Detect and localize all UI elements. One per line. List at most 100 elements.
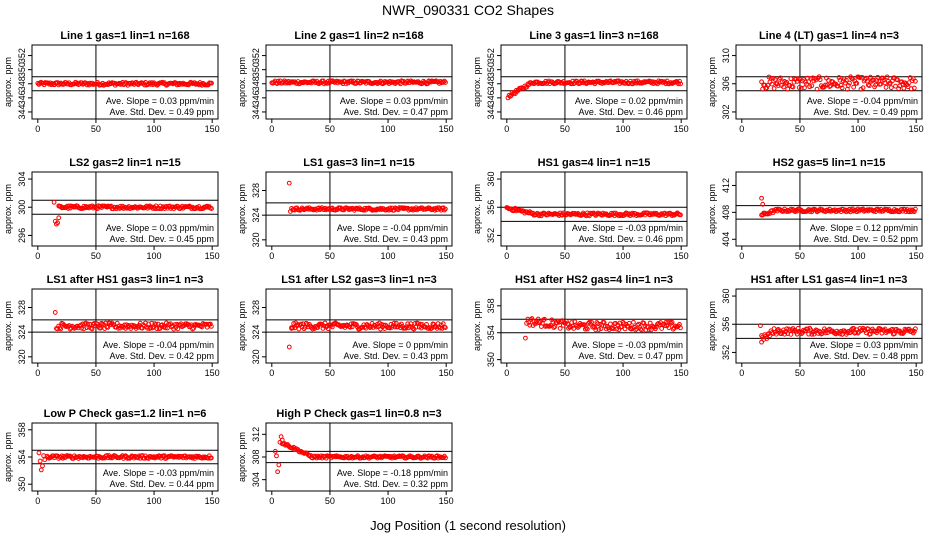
data-point: [593, 327, 599, 333]
data-point: [592, 324, 598, 330]
slope-annotation: Ave. Slope = -0.04 ppm/min: [337, 223, 448, 233]
x-tick-label: 100: [616, 368, 631, 378]
data-point: [542, 316, 547, 322]
data-point: [843, 77, 849, 83]
x-tick-label: 0: [504, 124, 509, 134]
x-tick-label: 100: [616, 124, 631, 134]
data-point: [329, 324, 335, 330]
data-point: [377, 454, 382, 460]
y-tick-label: 408: [721, 205, 731, 220]
data-point: [549, 317, 555, 323]
y-tick-label: 296: [17, 228, 27, 243]
y-tick-label: 356: [486, 200, 496, 215]
data-point: [107, 455, 113, 461]
stddev-annotation: Ave. Std. Dev. = 0.52 ppm: [814, 234, 918, 244]
y-tick-label: 348: [17, 76, 27, 91]
data-point: [315, 325, 321, 330]
y-axis-label: approx. ppm: [472, 301, 482, 351]
y-tick-label: 358: [17, 422, 27, 437]
data-point: [778, 75, 783, 81]
stddev-annotation: Ave. Std. Dev. = 0.43 ppm: [344, 234, 448, 244]
y-tick-label: 356: [721, 317, 731, 332]
data-point: [906, 80, 912, 86]
x-tick-label: 50: [91, 368, 101, 378]
data-point: [911, 209, 917, 215]
data-point: [300, 321, 306, 327]
data-point: [860, 85, 866, 91]
stddev-annotation: Ave. Std. Dev. = 0.47 ppm: [579, 351, 683, 361]
data-point: [871, 77, 876, 83]
x-tick-label: 100: [851, 124, 866, 134]
data-point: [527, 322, 533, 328]
data-point: [849, 75, 854, 81]
data-point: [881, 77, 887, 83]
data-point: [678, 212, 683, 218]
data-point: [441, 207, 447, 213]
data-point: [844, 330, 850, 335]
x-tick-label: 150: [674, 124, 689, 134]
data-point: [796, 85, 802, 90]
x-tick-label: 100: [616, 251, 631, 261]
x-tick-label: 0: [504, 368, 509, 378]
data-point: [565, 321, 570, 327]
figure-title: NWR_090331 CO2 Shapes: [382, 2, 554, 18]
data-point: [274, 453, 279, 459]
data-point: [867, 74, 873, 80]
plot-frame: [735, 288, 923, 364]
data-point: [900, 331, 906, 336]
data-point: [883, 84, 889, 90]
data-point: [425, 206, 430, 212]
data-point: [908, 86, 914, 92]
stddev-annotation: Ave. Std. Dev. = 0.42 ppm: [110, 351, 214, 361]
y-tick-label: 354: [486, 325, 496, 340]
data-point: [758, 323, 763, 329]
x-tick-label: 150: [909, 368, 924, 378]
data-point: [45, 454, 51, 460]
data-point: [619, 212, 625, 218]
data-point: [205, 455, 211, 461]
plot-frame: [500, 288, 688, 364]
x-tick-label: 150: [205, 496, 220, 506]
data-point: [209, 206, 214, 211]
data-point: [295, 322, 301, 327]
data-point: [646, 327, 652, 333]
data-point: [811, 331, 817, 337]
data-point: [790, 84, 796, 90]
data-point: [272, 448, 278, 454]
data-point: [536, 320, 542, 326]
panel-title: LS1 gas=3 lin=1 n=15: [303, 157, 415, 169]
data-point: [387, 455, 393, 460]
data-point: [878, 81, 884, 87]
y-tick-label: 302: [721, 104, 731, 119]
data-point: [55, 220, 60, 226]
stddev-annotation: Ave. Std. Dev. = 0.49 ppm: [814, 107, 918, 117]
x-tick-label: 150: [439, 251, 454, 261]
data-point: [895, 77, 900, 83]
data-point: [333, 207, 338, 213]
data-point: [413, 324, 419, 330]
y-tick-label: 324: [17, 325, 27, 340]
x-tick-label: 100: [147, 124, 162, 134]
data-point: [146, 321, 151, 327]
data-point: [810, 207, 816, 213]
data-point: [379, 321, 384, 327]
y-tick-label: 360: [486, 172, 496, 187]
slope-annotation: Ave. Slope = 0.03 ppm/min: [810, 340, 918, 350]
data-point: [798, 331, 804, 337]
data-point: [633, 327, 638, 333]
x-tick-label: 50: [325, 496, 335, 506]
data-point: [442, 325, 448, 330]
y-axis-label: approx. ppm: [237, 184, 247, 234]
data-point: [38, 467, 44, 473]
y-tick-label: 344: [486, 104, 496, 119]
x-tick-label: 100: [147, 496, 162, 506]
data-point: [911, 85, 917, 91]
data-point: [58, 326, 64, 332]
data-point: [196, 82, 202, 88]
data-point: [884, 74, 890, 80]
slope-annotation: Ave. Slope = -0.18 ppm/min: [337, 468, 448, 478]
data-point: [443, 455, 448, 461]
